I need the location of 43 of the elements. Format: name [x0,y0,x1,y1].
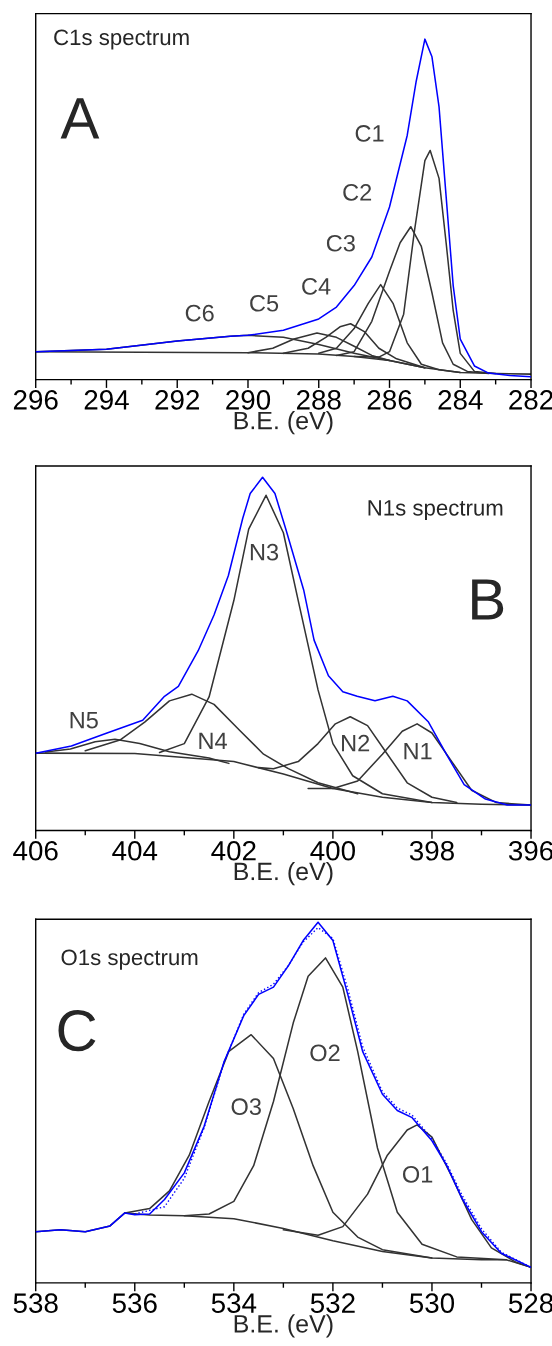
annotation: C1 [355,125,384,142]
annotation: N2 [342,734,370,752]
x-tick-label: 292 [155,390,200,410]
x-tick-label: 400 [310,840,355,861]
x-tick-label: 396 [508,840,552,861]
annotation: C2 [343,184,372,201]
annotation: O1 [402,1165,433,1183]
x-tick-label: 530 [409,1293,455,1313]
chart-title: C1s spectrum [54,29,189,50]
annotation: N1 [404,743,432,760]
annotation: C6 [185,304,214,322]
x-axis-title: B.E. (eV) [234,1314,333,1338]
annotation: C3 [326,234,355,252]
x-tick-label: 402 [211,840,256,861]
annotation: O3 [231,1098,261,1116]
x-tick-label: 536 [112,1293,157,1313]
x-tick-label: 406 [13,840,58,861]
annotation: C4 [302,278,331,295]
text: O1s spectrum [61,949,198,970]
x-tick-label: 294 [84,390,129,410]
x-tick-label: 404 [112,840,158,861]
x-tick-label: 284 [438,390,483,410]
x-tick-label: 528 [508,1293,552,1313]
x-tick-label: 286 [367,390,412,410]
annotation: B [472,579,504,620]
x-tick-label: 534 [211,1293,257,1313]
annotation: A [60,98,100,139]
annotation: O2 [310,1044,340,1062]
annotation: N5 [70,712,98,729]
x-tick-label: 398 [409,840,454,861]
x-axis-title: B.E. (eV) [234,861,333,886]
annotation: C5 [250,294,279,312]
x-tick-label: 290 [226,390,271,410]
x-tick-label: 532 [310,1293,355,1313]
x-tick-label: 282 [509,390,552,410]
x-tick-label: 538 [13,1293,58,1313]
annotation: N4 [199,732,227,750]
annotation: C [58,1010,96,1052]
x-tick-label: 288 [296,390,341,410]
text: N1s spectrum [368,500,503,521]
annotation: N3 [250,543,279,561]
x-tick-label: 296 [13,390,58,410]
x-axis-title: B.E. (eV) [234,411,333,435]
